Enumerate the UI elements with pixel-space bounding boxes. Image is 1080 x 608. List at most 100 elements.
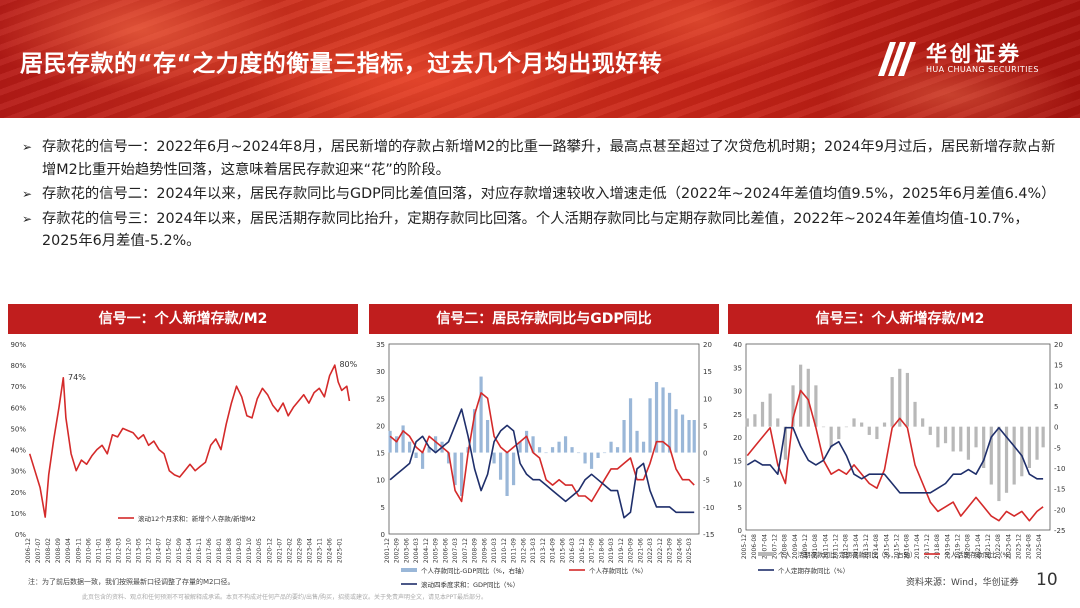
bar xyxy=(479,376,483,453)
bar xyxy=(420,452,425,469)
legend-label: 个人活期存款同比（%） xyxy=(944,550,1015,559)
bar xyxy=(943,426,948,444)
x-tick-label: 2013-04 xyxy=(853,534,860,559)
x-tick-label: 2009-04 xyxy=(792,534,799,559)
company-logo: 华创证券 HUA CHUANG SECURITIES xyxy=(874,36,1070,86)
x-tick-label: 2021-12 xyxy=(985,534,992,559)
x-tick-label: 2021-06 xyxy=(637,538,644,563)
x-tick-label: 2020-09 xyxy=(628,538,635,563)
x-tick-label: 2023-11 xyxy=(317,538,324,563)
bar xyxy=(602,452,607,454)
y-right-tick-label: -25 xyxy=(1054,527,1065,535)
x-tick-label: 2015-12 xyxy=(894,534,901,559)
x-tick-label: 2019-12 xyxy=(618,538,625,563)
bar xyxy=(776,418,780,427)
data-annotation: 80% xyxy=(339,360,357,369)
logo-text-cn: 华创证券 xyxy=(926,42,1022,66)
x-tick-label: 2011-09 xyxy=(511,538,518,563)
x-tick-label: 2022-02 xyxy=(286,538,293,563)
bar xyxy=(648,398,652,453)
x-tick-label: 2009-04 xyxy=(65,538,72,563)
bar xyxy=(814,385,818,427)
y-tick-label: 50% xyxy=(10,425,26,433)
x-tick-label: 2014-09 xyxy=(550,538,557,563)
x-tick-label: 2007-04 xyxy=(761,534,768,559)
bar xyxy=(928,426,932,435)
bar xyxy=(997,426,1001,502)
y-right-tick-label: 0 xyxy=(1054,424,1058,432)
x-tick-label: 2021-04 xyxy=(975,534,982,559)
y-right-tick-label: 20 xyxy=(1054,341,1063,349)
bar xyxy=(446,452,451,464)
x-tick-label: 2006-06 xyxy=(442,538,449,563)
x-tick-label: 2021-07 xyxy=(276,538,283,563)
logo-text-en: HUA CHUANG SECURITIES xyxy=(926,65,1039,74)
legend-label: 滚动四季度求和：GDP同比（%） xyxy=(421,580,519,589)
bar xyxy=(821,426,826,428)
footnote: 注：为了前后数据一致，我们按照最新口径调整了存量的M2口径。 xyxy=(28,578,235,586)
bar xyxy=(589,452,594,469)
x-tick-label: 2008-09 xyxy=(55,538,62,563)
y-right-tick-label: -15 xyxy=(703,531,714,539)
x-tick-label: 2007-12 xyxy=(772,534,779,559)
y-tick-label: 35 xyxy=(376,341,385,349)
x-tick-label: 2019-03 xyxy=(236,538,243,563)
bar xyxy=(537,447,542,453)
x-tick-label: 2007-07 xyxy=(35,538,42,563)
y-right-tick-label: -10 xyxy=(1054,465,1065,473)
y-tick-label: 90% xyxy=(10,341,26,349)
bar xyxy=(974,426,978,448)
series-line xyxy=(389,392,695,503)
x-tick-label: 2011-12 xyxy=(833,534,840,559)
x-tick-label: 2009-12 xyxy=(802,534,809,559)
y-tick-label: 60% xyxy=(10,404,26,412)
bar xyxy=(407,441,412,453)
y-tick-label: 80% xyxy=(10,362,26,370)
series-line xyxy=(28,364,351,518)
y-tick-label: 30 xyxy=(733,388,742,396)
bullet-item: ➢ 存款花的信号三：2024年以来，居民活期存款同比抬升，定期存款同比回落。个人… xyxy=(22,208,1058,253)
x-tick-label: 2013-12 xyxy=(863,534,870,559)
chart-3-svg: 0510152025303540-25-20-15-10-50510152020… xyxy=(733,341,1065,575)
x-tick-label: 2014-08 xyxy=(873,534,880,559)
bar xyxy=(753,414,757,427)
bar xyxy=(524,430,529,453)
data-annotation: 74% xyxy=(68,373,86,382)
y-right-tick-label: -10 xyxy=(703,504,714,512)
series-line xyxy=(389,408,695,519)
bar xyxy=(1004,426,1009,493)
x-tick-label: 2016-11 xyxy=(196,538,203,563)
x-tick-label: 2007-12 xyxy=(462,538,469,563)
y-right-tick-label: -20 xyxy=(1054,506,1065,514)
disclaimer: 此页包含的资料、观点和任何预测不可被解释成承诺。本页不构成对任何产品的要约/出售… xyxy=(82,594,487,601)
bar xyxy=(806,368,810,427)
bar xyxy=(667,392,672,453)
page-title: 居民存款的“存“之力度的衡量三指标，过去几个月均出现好转 xyxy=(20,51,663,77)
x-tick-label: 2017-12 xyxy=(924,534,931,559)
bullet-text: 存款花的信号一：2022年6月~2024年8月，居民新增的存款占新增M2的比重一… xyxy=(42,139,1056,178)
y-tick-label: 20% xyxy=(10,489,26,497)
x-tick-label: 2014-07 xyxy=(156,538,163,563)
bar xyxy=(628,398,633,453)
y-tick-label: 35 xyxy=(733,364,742,372)
y-tick-label: 15 xyxy=(376,450,385,458)
bar xyxy=(829,426,833,448)
y-tick-label: 5 xyxy=(381,504,385,512)
y-tick-label: 70% xyxy=(10,383,26,391)
bar xyxy=(654,382,659,453)
x-tick-label: 2008-02 xyxy=(45,538,52,563)
x-tick-label: 2017-09 xyxy=(589,538,596,563)
bar xyxy=(692,420,696,453)
legend-label: 个人存款同比-GDP同比（%，右轴） xyxy=(421,566,528,575)
bar xyxy=(745,418,749,427)
y-tick-label: 0 xyxy=(381,531,385,539)
x-tick-label: 2009-11 xyxy=(75,538,82,563)
y-tick-label: 0 xyxy=(738,527,742,535)
x-tick-label: 2019-03 xyxy=(608,538,615,563)
x-tick-label: 2015-09 xyxy=(176,538,183,563)
bar xyxy=(882,422,887,427)
legend-label: 滚动12个月求和：新增个人存款/新增M2 xyxy=(138,514,256,523)
x-tick-label: 2006-12 xyxy=(25,538,32,563)
x-tick-label: 2004-03 xyxy=(413,538,420,563)
x-tick-label: 2016-03 xyxy=(569,538,576,563)
